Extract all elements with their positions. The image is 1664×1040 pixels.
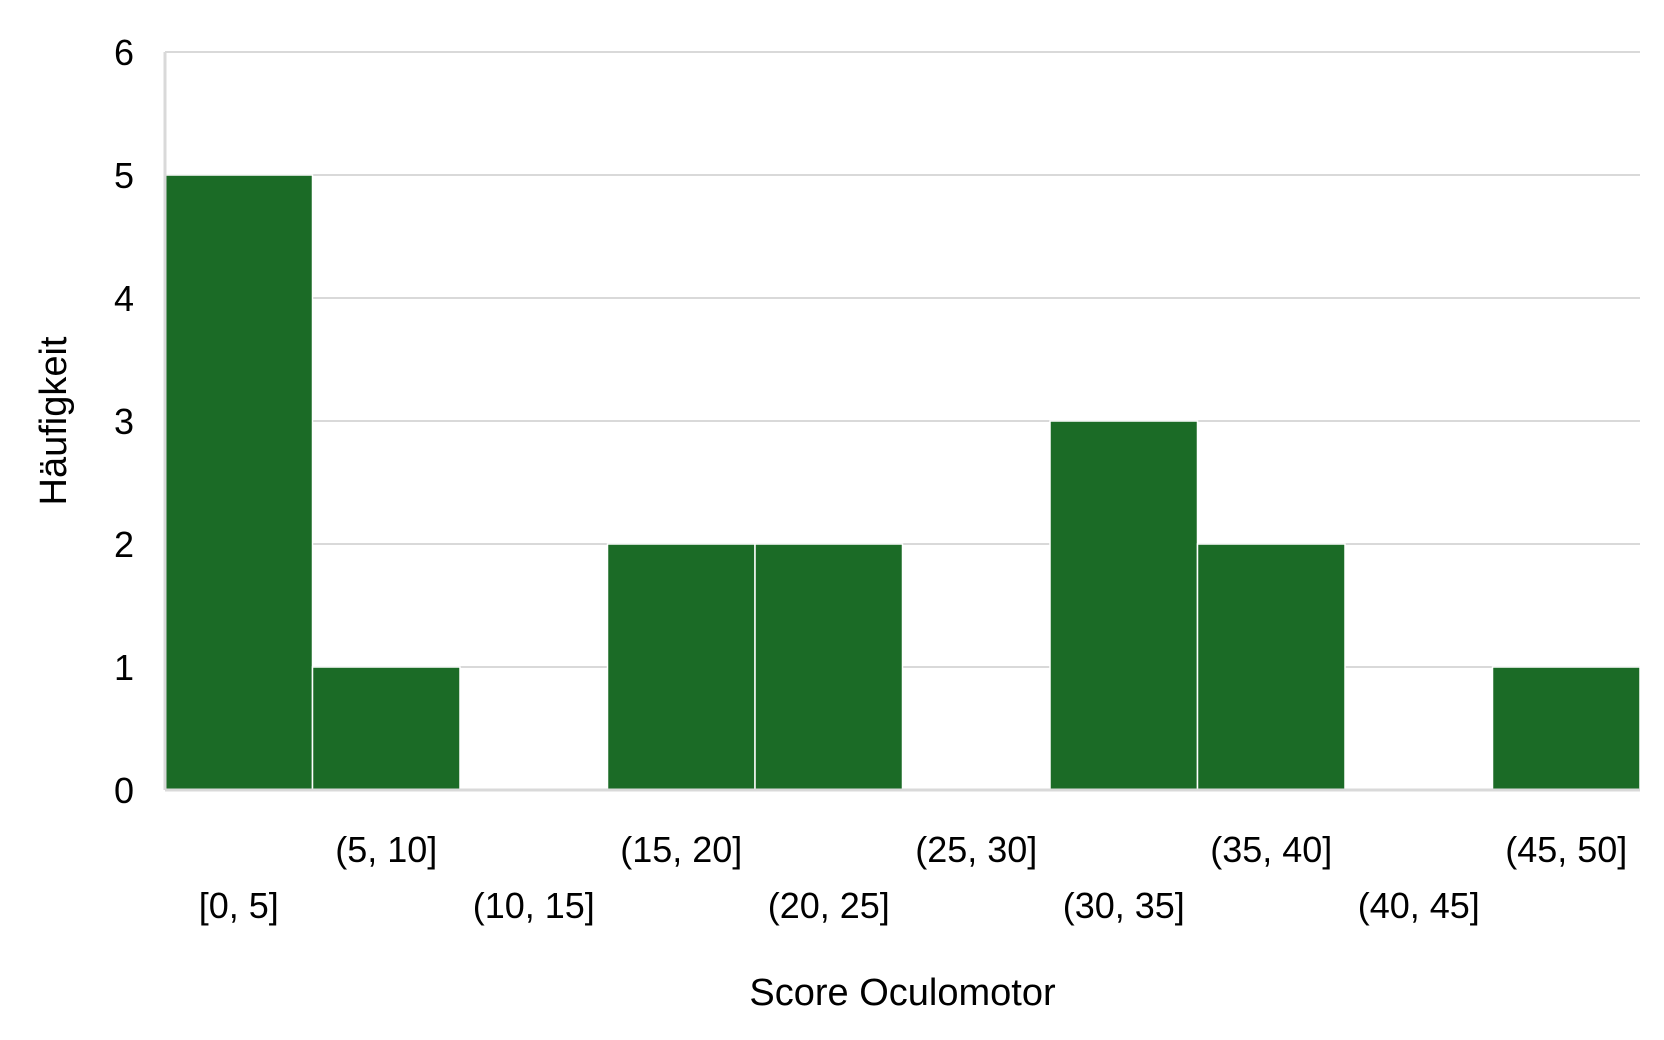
bar [1196, 543, 1346, 791]
x-category-label: (35, 40] [1210, 829, 1332, 870]
x-category-label: (15, 20] [620, 829, 742, 870]
gridlines [165, 51, 1640, 668]
bar [754, 543, 904, 791]
y-tick-label: 5 [114, 155, 134, 196]
bar [1049, 420, 1199, 791]
x-category-label: [0, 5] [199, 885, 279, 926]
x-category-label: (20, 25] [768, 885, 890, 926]
y-tick-label: 6 [114, 32, 134, 73]
bar [606, 543, 756, 791]
y-axis-title: Häufigkeit [33, 336, 75, 505]
y-tick-labels: 0 1 2 3 4 5 6 [114, 32, 134, 811]
y-tick-label: 3 [114, 401, 134, 442]
x-category-label: (10, 15] [473, 885, 595, 926]
x-category-label: (30, 35] [1063, 885, 1185, 926]
y-tick-label: 2 [114, 524, 134, 565]
x-category-labels: [0, 5] (5, 10] (10, 15] (15, 20] (20, 25] (25… [199, 829, 1628, 926]
x-category-label: (5, 10] [335, 829, 437, 870]
bar [164, 174, 314, 791]
x-category-label: (25, 30] [915, 829, 1037, 870]
x-category-label: (45, 50] [1505, 829, 1627, 870]
x-axis-title: Score Oculomotor [749, 972, 1056, 1014]
y-tick-label: 1 [114, 647, 134, 688]
bars [164, 174, 1641, 791]
y-tick-label: 4 [114, 278, 134, 319]
x-category-label: (40, 45] [1358, 885, 1480, 926]
bar [1491, 666, 1641, 791]
bar [311, 666, 461, 791]
y-tick-label: 0 [114, 770, 134, 811]
